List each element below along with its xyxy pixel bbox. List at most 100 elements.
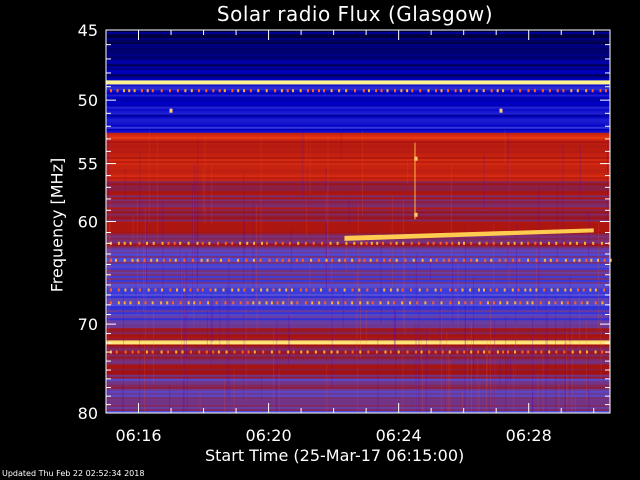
interference-dot — [176, 89, 179, 93]
time-streak — [415, 324, 417, 413]
interference-dot — [575, 241, 578, 245]
interference-dot — [447, 89, 449, 93]
interference-dot — [409, 301, 412, 305]
spectrum-row — [106, 104, 610, 108]
time-streak — [357, 365, 359, 413]
time-streak — [107, 278, 109, 358]
interference-dot — [334, 288, 337, 292]
spectrum-row — [106, 330, 610, 333]
interference-dot — [265, 89, 268, 93]
spectrum-row — [106, 100, 610, 104]
spectrum-row — [106, 205, 610, 208]
interference-dot — [140, 89, 143, 93]
spectrum-row — [106, 247, 610, 251]
x-tick-label: 06:28 — [506, 426, 552, 445]
interference-dot — [166, 301, 169, 305]
interference-dot — [224, 301, 227, 305]
interference-dot — [379, 301, 382, 305]
interference-dot — [375, 89, 378, 93]
time-streak — [407, 158, 409, 185]
time-streak — [331, 288, 333, 388]
time-streak — [327, 133, 329, 258]
spectrum-row — [106, 146, 610, 150]
interference-dot — [189, 288, 192, 292]
interference-dot — [345, 241, 348, 245]
interference-dot — [548, 301, 551, 305]
spectrum-row — [106, 193, 610, 196]
interference-dot — [502, 89, 505, 93]
time-streak — [556, 184, 558, 262]
spectrum-row — [106, 42, 610, 45]
spectrum-row — [106, 255, 610, 259]
time-streak — [211, 164, 213, 225]
interference-dot — [543, 258, 546, 262]
interference-dot — [562, 89, 565, 93]
interference-dot — [130, 288, 133, 292]
time-streak — [391, 195, 393, 291]
interference-dot — [456, 350, 459, 354]
interference-dot — [272, 288, 275, 292]
time-streak — [446, 331, 448, 413]
time-streak — [185, 253, 187, 358]
interference-dot — [305, 288, 308, 292]
interference-dot — [534, 350, 537, 354]
interference-dot — [420, 350, 423, 354]
spectrum-row — [106, 112, 610, 116]
spectrum-row — [106, 342, 610, 345]
time-streak — [393, 306, 395, 351]
time-streak — [509, 355, 511, 382]
interference-dot — [548, 241, 550, 245]
interference-dot — [262, 350, 265, 354]
interference-dot — [564, 258, 567, 262]
interference-dot — [306, 350, 309, 354]
time-streak — [243, 171, 245, 283]
time-streak — [244, 220, 246, 255]
interference-dot — [365, 241, 368, 245]
interference-dot — [174, 258, 177, 262]
time-streak — [537, 373, 539, 413]
interference-dot — [312, 241, 315, 245]
interference-dot — [556, 288, 559, 292]
interference-dot — [110, 288, 112, 292]
interference-dot — [434, 350, 437, 354]
spectrum-row — [106, 261, 610, 265]
interference-dot — [351, 258, 354, 262]
spectrum-row — [106, 308, 610, 311]
time-streak — [558, 383, 560, 413]
interference-dot — [527, 350, 530, 354]
interference-dot — [597, 258, 599, 262]
spectrum-row — [106, 251, 610, 255]
time-streak — [326, 221, 327, 289]
interference-dot — [323, 89, 326, 93]
spectrum-row — [106, 82, 610, 85]
interference-dot — [454, 89, 457, 93]
time-streak — [326, 189, 328, 283]
interference-dot — [388, 258, 391, 262]
interference-dot — [511, 288, 514, 292]
interference-dot — [246, 301, 249, 305]
interference-dot — [496, 89, 499, 93]
interference-dot — [459, 89, 462, 93]
interference-dot — [156, 258, 159, 262]
interference-dot — [146, 89, 149, 93]
interference-dot — [387, 301, 390, 305]
spectrum-row — [106, 257, 610, 261]
spectrum-row — [106, 128, 610, 132]
time-streak — [490, 301, 491, 409]
time-streak — [515, 298, 517, 409]
interference-dot — [225, 350, 228, 354]
spectrum-row — [106, 217, 610, 220]
time-streak — [504, 129, 506, 164]
spectrum-row — [106, 68, 610, 71]
spectrum-row — [106, 136, 610, 140]
interference-dot — [366, 288, 369, 292]
interference-dot — [237, 258, 240, 262]
interference-dot — [421, 258, 424, 262]
spectrum-row — [106, 84, 610, 87]
interference-dot — [338, 89, 341, 93]
interference-dot — [278, 288, 281, 292]
interference-dot — [146, 241, 148, 245]
interference-dot — [190, 89, 193, 93]
spectrum-row — [106, 267, 610, 271]
interference-dot — [359, 350, 362, 354]
